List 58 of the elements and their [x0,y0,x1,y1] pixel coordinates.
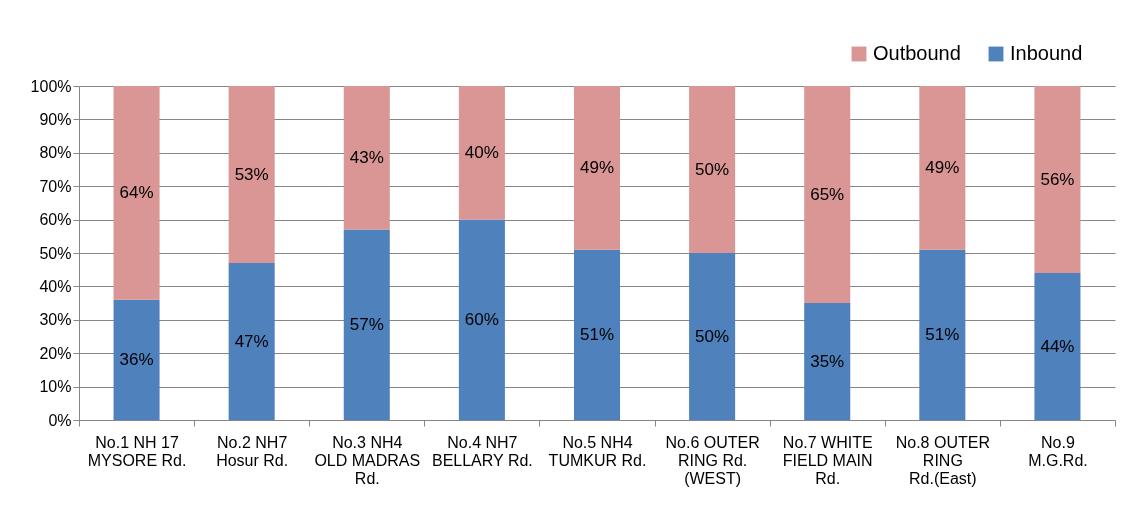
x-tick-label: No.1 NH 17 MYSORE Rd. [87,433,187,469]
data-label: 64% [119,182,154,202]
data-label: 47% [234,331,269,351]
y-tick-label: 100% [30,77,72,95]
bar [1034,273,1081,420]
bar [804,86,851,304]
x-tick-label: No.8 OUTER RING Rd.(East) [895,433,990,487]
y-tick-label: 40% [39,277,72,295]
bar [804,303,851,420]
data-label: 51% [579,324,615,344]
bar [343,86,390,230]
legend-label: Inbound [1010,42,1083,64]
y-tick-label: 90% [39,110,72,128]
bar [573,86,621,250]
x-tick-label: No.2 NH7 Hosur Rd. [216,433,289,469]
bar [458,86,505,220]
y-tick-label: 80% [39,144,72,162]
x-tick-label: No.5 NH4 TUMKUR Rd. [548,433,647,469]
bar [919,86,966,250]
y-tick-label: 30% [39,311,72,329]
data-label: 65% [810,184,845,204]
data-label: 40% [464,142,499,162]
x-tick-label: No.3 NH4 OLD MADRAS Rd. [314,433,421,487]
data-label: 36% [119,349,154,369]
bar [689,253,736,420]
y-tick-label: 50% [39,244,72,262]
data-label: 44% [1040,336,1075,356]
data-label: 35% [810,351,845,371]
bar [113,299,160,420]
bar [343,229,390,420]
data-label: 57% [349,314,384,334]
y-tick-label: 70% [39,177,72,195]
x-tick-label: No.9 M.G.Rd. [1028,433,1088,469]
bar [1034,86,1081,274]
data-label: 50% [695,159,730,179]
x-tick-label: No.6 OUTER RING Rd. (WEST) [665,433,760,487]
y-tick-label: 10% [39,378,72,396]
legend-label: Outbound [873,42,961,64]
x-tick-label: No.4 NH7 BELLARY Rd. [431,433,533,469]
y-tick-label: 60% [39,211,72,229]
y-tick-label: 0% [48,411,72,429]
bar [689,86,736,253]
x-tick-label: No.7 WHITE FIELD MAIN Rd. [782,433,873,487]
bar [458,219,505,420]
data-label: 49% [579,157,615,177]
bar [573,249,621,420]
y-tick-label: 20% [39,344,72,362]
data-label: 50% [695,326,730,346]
bar [228,263,275,420]
data-label: 49% [925,157,960,177]
data-label: 43% [349,147,384,167]
bar [919,249,966,420]
data-label: 51% [925,324,960,344]
data-label: 60% [464,309,499,329]
bar [113,86,160,300]
data-label: 53% [234,164,269,184]
data-label: 56% [1040,169,1075,189]
bar [228,86,275,264]
